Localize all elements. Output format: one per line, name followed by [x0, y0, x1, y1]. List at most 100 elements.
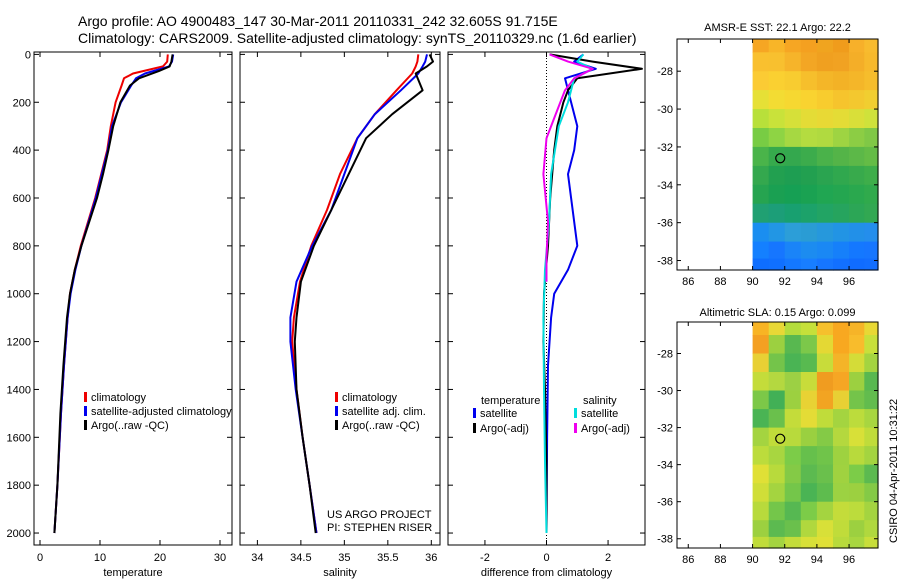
sla-heatmap-cell	[752, 353, 770, 373]
sla-lat-tick-label: -36	[657, 497, 673, 509]
sla-heatmap-cell	[864, 501, 879, 521]
sla-heatmap-cell	[816, 464, 834, 484]
sla-heatmap-cell	[849, 390, 865, 410]
depth-tick-label: 1600	[7, 432, 31, 444]
sla-heatmap-cell	[752, 501, 770, 521]
sst-heatmap-cell	[849, 258, 865, 271]
sst-heatmap-cell	[784, 241, 802, 260]
sla-heatmap-cell	[816, 409, 834, 429]
sst-lat-tick-label: -36	[657, 218, 673, 230]
salinity-legend-swatch	[335, 420, 338, 430]
sla-map-panel: Altimetric SLA: 0.15 Argo: 0.099 -28 -30 -3…	[657, 307, 879, 566]
temperature-legend-label: satellite-adjusted climatology	[91, 406, 232, 418]
temperature-xtick-label: 0	[37, 552, 43, 564]
sla-heatmap-cell	[784, 501, 802, 521]
sst-heatmap-cell	[768, 258, 786, 271]
sla-heatmap-cell	[833, 427, 850, 447]
sla-heatmap-cell	[752, 335, 770, 355]
sst-heatmap-cell	[816, 39, 834, 53]
salinity-legend-label: satellite adj. clim.	[342, 406, 426, 418]
depth-tick-label: 2000	[7, 528, 31, 540]
sla-heatmap-cell	[784, 520, 802, 538]
sst-heatmap-cell	[800, 241, 818, 260]
sst-heatmap-cell	[768, 184, 786, 205]
sst-heatmap-cell	[800, 109, 818, 129]
sla-lon-tick-label: 94	[811, 554, 823, 566]
sla-heatmap-cell	[849, 520, 865, 538]
sla-heatmap-cell	[800, 520, 818, 538]
sla-heatmap-cell	[752, 446, 770, 466]
sla-heatmap-cell	[849, 427, 865, 447]
sla-heatmap-cell	[800, 322, 818, 336]
sst-heatmap-cell	[816, 52, 834, 72]
credit-timestamp: CSIRO 04-Apr-2011 10:31:22	[888, 398, 900, 543]
sst-lat-tick-label: -34	[657, 180, 673, 192]
temperature-xlabel: temperature	[103, 567, 162, 579]
difference-profile-panel: -2 0 2 difference from climatology temperatu…	[447, 51, 646, 579]
sst-heatmap-cell	[752, 222, 770, 243]
sst-heatmap-cell	[864, 52, 879, 72]
sst-heatmap-cell	[800, 165, 818, 186]
sla-heatmap-cell	[752, 520, 770, 538]
difference-legend-swatch	[473, 408, 476, 418]
sst-heatmap-cell	[864, 109, 879, 129]
sst-lon-tick-label: 92	[779, 276, 791, 288]
sst-heatmap-cell	[864, 165, 879, 186]
sla-heatmap-cell	[784, 409, 802, 429]
sst-heatmap-cell	[800, 90, 818, 110]
sla-heatmap-cell	[816, 335, 834, 355]
sla-heatmap-cell	[784, 446, 802, 466]
sla-heatmap-cell	[816, 520, 834, 538]
sst-heatmap-cell	[833, 241, 850, 260]
temperature-legend-label: Argo(..raw -QC)	[91, 420, 169, 432]
sla-heatmap-cell	[833, 409, 850, 429]
sst-heatmap-cell	[833, 71, 850, 91]
sla-heatmap-cell	[800, 501, 818, 521]
sst-heatmap-cell	[784, 165, 802, 186]
salinity-xtick-label: 35	[338, 552, 350, 564]
sla-heatmap-cell	[800, 372, 818, 392]
sla-heatmap-cell	[768, 446, 786, 466]
sst-heatmap-cell	[800, 258, 818, 271]
sst-heatmap-cell	[768, 128, 786, 148]
sst-lat-tick-label: -38	[657, 256, 673, 268]
sst-heatmap-cell	[849, 109, 865, 129]
sst-heatmap-cell	[864, 146, 879, 167]
sst-heatmap-cell	[752, 39, 770, 53]
sst-heatmap-cell	[784, 222, 802, 243]
depth-tick-label: 1400	[7, 384, 31, 396]
sla-lon-tick-label: 88	[714, 554, 726, 566]
sla-heatmap-cell	[800, 409, 818, 429]
sst-heatmap-cell	[864, 203, 879, 224]
sla-heatmap-cell	[752, 322, 770, 336]
difference-legend-label: Argo(-adj)	[480, 423, 529, 435]
difference-legend-label: satellite	[480, 408, 517, 420]
difference-legend-label: Argo(-adj)	[581, 423, 630, 435]
sla-heatmap-cell	[864, 427, 879, 447]
sst-heatmap-cell	[849, 203, 865, 224]
sst-heatmap-cell	[833, 90, 850, 110]
temperature-legend-swatch	[84, 420, 87, 430]
difference-series-line	[545, 53, 597, 534]
sla-heatmap-cell	[864, 464, 879, 484]
sla-lat-tick-label: -34	[657, 460, 673, 472]
salinity-legend-swatch	[335, 406, 338, 416]
depth-tick-label: 400	[13, 145, 31, 157]
sst-heatmap-cell	[849, 184, 865, 205]
sla-lat-tick-label: -32	[657, 423, 673, 435]
sla-heatmap-cell	[768, 520, 786, 538]
difference-legend-swatch	[574, 408, 577, 418]
difference-xtick-label: 0	[543, 552, 549, 564]
sla-heatmap-cell	[849, 483, 865, 503]
sla-heatmap-cell	[833, 372, 850, 392]
sst-heatmap-cell	[816, 241, 834, 260]
sla-heatmap-cell	[833, 536, 850, 549]
salinity-xtick-label: 36	[425, 552, 437, 564]
sla-heatmap-cell	[816, 446, 834, 466]
sst-heatmap-cell	[816, 258, 834, 271]
sst-lat-tick-label: -30	[657, 104, 673, 116]
sla-heatmap-cell	[768, 464, 786, 484]
sla-heatmap-cell	[784, 464, 802, 484]
difference-xlabel: difference from climatology	[481, 567, 613, 579]
